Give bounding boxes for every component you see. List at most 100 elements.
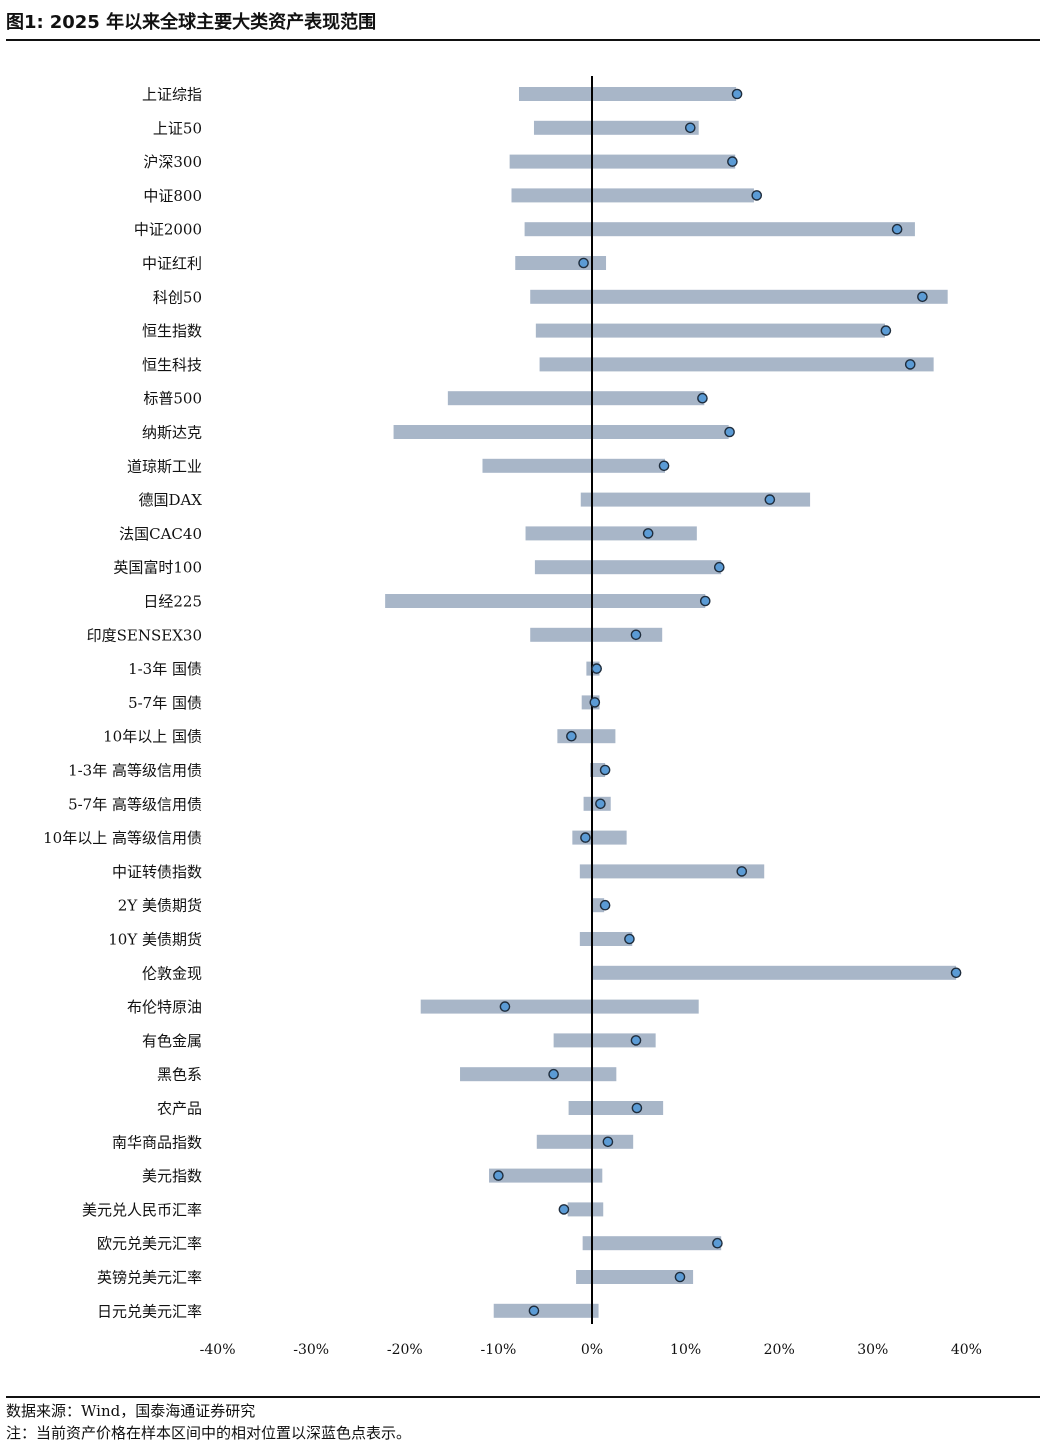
current-value-dot	[528, 1305, 540, 1317]
range-bars	[385, 87, 957, 1318]
current-value-dot	[764, 494, 776, 505]
range-bar	[393, 425, 729, 439]
current-value-dot	[697, 392, 708, 404]
category-label: 英国富时100	[113, 559, 202, 577]
x-tick-labels: -40% -30% -20% -10% 0% 10% 20% 30% 40%	[200, 1342, 982, 1358]
category-label: 2Y 美债期货	[118, 897, 202, 915]
range-bar	[591, 898, 605, 913]
figure-number: 图1:	[6, 12, 44, 33]
current-value-dot	[950, 967, 962, 979]
category-label: 5-7年 高等级信用债	[68, 795, 202, 813]
range-bar	[525, 526, 697, 541]
current-value-dot	[599, 764, 611, 776]
current-value-dot	[589, 697, 601, 708]
current-value-dot	[731, 88, 743, 100]
category-label: 印度SENSEX30	[87, 626, 202, 644]
category-label: 1-3年 高等级信用债	[68, 762, 202, 780]
category-label: 农产品	[157, 1100, 202, 1118]
current-value-dot	[713, 561, 725, 573]
x-tick-label: -20%	[387, 1342, 423, 1358]
range-bar	[420, 999, 699, 1014]
range-bar	[530, 289, 948, 304]
range-bar	[460, 1067, 617, 1082]
range-bar	[447, 391, 705, 406]
figure-title: 2025 年以来全球主要大类资产表现范围	[49, 12, 377, 33]
current-value-dot	[599, 899, 611, 911]
figure-header: 图1: 2025 年以来全球主要大类资产表现范围	[6, 10, 1040, 36]
current-value-dot	[727, 156, 738, 167]
x-tick-label: -30%	[293, 1342, 329, 1358]
range-bar	[580, 492, 811, 507]
range-bar	[553, 1033, 656, 1048]
category-label: 恒生指数	[142, 322, 202, 340]
category-label: 10年以上 国债	[103, 728, 202, 746]
current-value-dots	[493, 88, 962, 1317]
current-value-dot	[624, 933, 635, 945]
current-value-dot	[580, 832, 591, 843]
current-value-dot	[558, 1204, 570, 1215]
current-value-dot	[591, 663, 602, 674]
range-bar	[576, 1270, 694, 1284]
x-tick-label: 30%	[857, 1342, 888, 1358]
category-label: 中证2000	[134, 221, 202, 239]
range-bar	[385, 594, 706, 608]
category-label: 布伦特原油	[127, 998, 202, 1016]
current-value-dot	[493, 1170, 504, 1181]
range-bar	[518, 87, 737, 101]
category-label: 标普500	[143, 390, 202, 408]
current-value-dot	[904, 359, 916, 370]
x-tick-label: 40%	[951, 1342, 982, 1358]
category-label: 10Y 美债期货	[108, 931, 202, 949]
range-bar	[568, 1101, 664, 1115]
range-bar	[493, 1303, 599, 1318]
footnote: 注：当前资产价格在样本区间中的相对位置以深蓝色点表示。	[6, 1424, 412, 1442]
category-label: 道琼斯工业	[127, 457, 202, 475]
category-label: 伦敦金现	[142, 964, 202, 982]
x-tick-label: 20%	[764, 1342, 795, 1358]
category-label: 中证800	[143, 187, 202, 205]
range-bar	[511, 188, 754, 203]
range-bar	[482, 458, 666, 473]
current-value-dot	[566, 730, 577, 742]
category-label: 欧元兑美元汇率	[97, 1235, 202, 1253]
current-value-dot	[578, 257, 589, 269]
range-bar	[582, 1236, 722, 1251]
category-label: 法国CAC40	[119, 525, 202, 543]
current-value-dot	[751, 190, 763, 201]
x-tick-label: -40%	[200, 1342, 236, 1358]
range-bar	[539, 357, 934, 372]
category-label: 5-7年 国债	[128, 694, 202, 712]
category-label: 德国DAX	[138, 491, 202, 509]
range-bar	[524, 222, 915, 237]
category-label: 1-3年 国债	[128, 660, 202, 678]
current-value-dot	[684, 122, 696, 134]
current-value-dot	[674, 1271, 686, 1283]
range-bar	[533, 120, 699, 135]
current-value-dot	[917, 291, 928, 303]
current-value-dot	[699, 595, 711, 607]
x-tick-label: 0%	[581, 1342, 603, 1358]
range-bar	[579, 864, 765, 879]
current-value-dot	[499, 1001, 511, 1012]
category-label: 南华商品指数	[112, 1133, 202, 1151]
category-label: 有色金属	[142, 1032, 202, 1050]
category-label: 上证50	[153, 119, 202, 137]
range-bar	[567, 1202, 604, 1217]
category-label: 日经225	[143, 593, 202, 611]
current-value-dot	[630, 629, 642, 641]
header-rule	[6, 39, 1040, 41]
range-bar	[534, 560, 722, 575]
category-label: 日元兑美元汇率	[97, 1302, 202, 1320]
range-bar	[489, 1168, 603, 1183]
category-label: 沪深300	[143, 153, 202, 171]
current-value-dot	[595, 798, 606, 810]
x-tick-label: -10%	[480, 1342, 516, 1358]
category-label: 中证红利	[142, 255, 202, 273]
category-label: 美元兑人民币汇率	[82, 1201, 202, 1219]
range-bar	[509, 154, 736, 169]
category-label: 中证转债指数	[112, 863, 202, 881]
current-value-dot	[712, 1237, 723, 1249]
current-value-dot	[724, 426, 735, 438]
